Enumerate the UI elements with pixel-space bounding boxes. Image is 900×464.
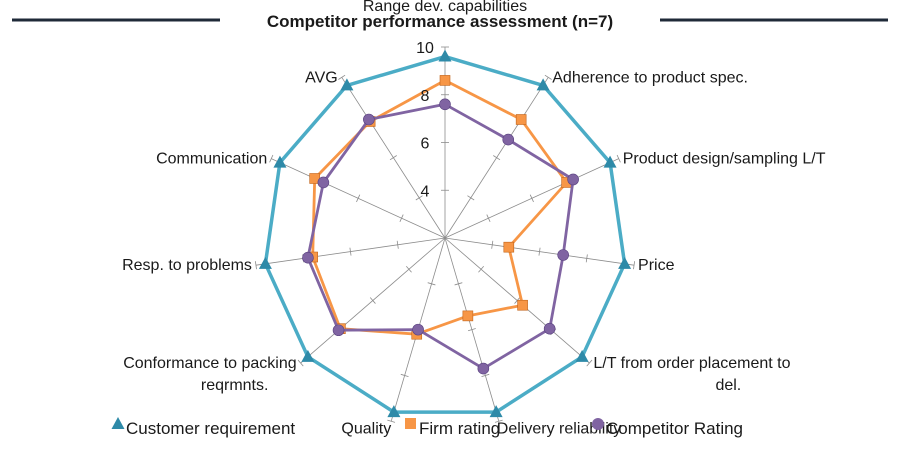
tick-label-10: 10	[416, 40, 434, 57]
spoke-tick	[349, 247, 352, 256]
point-competitor-rating-quality	[412, 323, 424, 336]
point-competitor-rating-resp-to-problems	[302, 251, 314, 264]
legend-item-customer-requirement: Customer requirement	[111, 417, 295, 438]
legend-marker	[405, 418, 416, 429]
spoke-tick	[478, 265, 485, 273]
point-customer-requirement-price	[618, 256, 632, 269]
category-label-quality: Quality	[341, 420, 391, 437]
point-competitor-rating-price	[557, 249, 569, 261]
spoke-tick	[369, 297, 376, 304]
point-competitor-rating-conformance-to-packing-reqrmnts	[332, 324, 345, 337]
tick-label-6: 6	[421, 136, 430, 153]
spoke-tick	[585, 254, 588, 263]
point-customer-requirement-range-dev-capabilities	[438, 49, 452, 62]
point-firm-rating-range-dev-capabilities	[439, 75, 451, 86]
legend-item-competitor-rating: Competitor Rating	[592, 418, 743, 438]
spoke-tick	[338, 74, 346, 80]
spoke-tick	[538, 247, 541, 256]
category-labels: Range dev. capabilities Adherence to prod…	[122, 0, 826, 437]
point-competitor-rating-product-design-sampling-l-t	[567, 173, 579, 186]
point-competitor-rating-adherence-to-product-spec	[502, 133, 515, 146]
category-label-range-dev-capabilities: Range dev. capabilities	[363, 0, 527, 15]
point-customer-requirement-avg	[340, 78, 354, 91]
category-label-resp-to-problems: Resp. to problems	[122, 257, 252, 274]
series-firm-rating	[307, 75, 572, 340]
series-line-customer-requirement	[263, 54, 627, 414]
series-line-competitor-rating	[306, 102, 575, 371]
series-competitor-rating	[302, 98, 579, 375]
spoke-tick	[405, 265, 412, 273]
spoke-tick	[254, 261, 257, 270]
category-label-conformance-to-packing-reqrmnts: Conformance to packing reqrmnts.	[123, 355, 296, 394]
point-customer-requirement-resp-to-problems	[258, 256, 272, 269]
spoke-tick	[427, 282, 436, 286]
spoke-tick	[387, 419, 396, 423]
spoke-tick	[389, 155, 397, 161]
spoke-tick	[486, 214, 491, 222]
point-competitor-rating-avg	[363, 113, 375, 126]
point-competitor-rating-delivery-reliability	[477, 362, 490, 375]
series-line-firm-rating	[311, 79, 568, 336]
series-layer	[258, 49, 632, 418]
spoke-tick	[415, 195, 423, 201]
radial-tick-labels: 4 6 8 10	[416, 40, 434, 200]
category-label-product-design-sampling-l-t: Product design/sampling L/T	[623, 151, 826, 168]
point-customer-requirement-communication	[273, 155, 287, 168]
spoke-tick	[493, 155, 501, 161]
legend-item-firm-rating: Firm rating	[405, 418, 500, 438]
spoke-tick	[356, 194, 361, 203]
point-competitor-rating-l-t-from-order-placement-to-del	[543, 322, 556, 335]
spoke-tick	[467, 328, 476, 332]
spoke-tick	[269, 154, 274, 163]
spoke-tick	[491, 240, 494, 249]
category-label-price: Price	[638, 257, 675, 274]
category-label-avg: AVG	[305, 69, 338, 86]
spoke-tick	[494, 419, 503, 423]
spoke-tick	[586, 359, 593, 367]
spoke-tick	[399, 214, 404, 222]
point-customer-requirement-adherence-to-product-spec	[536, 78, 550, 91]
tick-label-8: 8	[421, 88, 430, 105]
point-customer-requirement-delivery-reliability	[489, 405, 503, 418]
category-label-delivery-reliability: Delivery reliability	[497, 420, 621, 437]
category-label-communication: Communication	[156, 151, 267, 168]
spoke-tick	[454, 282, 463, 286]
category-label-l-t-from-order-placement-to-del: L/T from order placement to del.	[593, 355, 790, 394]
legend-label: Firm rating	[419, 419, 500, 438]
chart-title: Competitor performance assessment (n=7)	[267, 12, 613, 31]
spoke-tick	[514, 297, 521, 304]
spoke-tick	[467, 195, 475, 201]
point-customer-requirement-l-t-from-order-placement-to-del	[575, 349, 589, 362]
point-firm-rating-delivery-reliability	[462, 310, 474, 322]
spoke-tick	[544, 74, 552, 80]
point-firm-rating-price	[503, 241, 515, 253]
tick-label-4: 4	[421, 183, 430, 200]
point-competitor-rating-range-dev-capabilities	[439, 98, 451, 111]
legend-marker	[111, 417, 125, 429]
spoke-tick	[529, 194, 534, 203]
spoke-tick	[400, 373, 409, 377]
point-customer-requirement-quality	[387, 405, 401, 418]
point-customer-requirement-conformance-to-packing-reqrmnts	[301, 349, 315, 362]
legend: Customer requirement Firm rating Competito…	[111, 417, 743, 438]
category-label-adherence-to-product-spec: Adherence to product spec.	[552, 69, 748, 86]
spoke-tick	[616, 154, 621, 163]
legend-label: Competitor Rating	[606, 419, 743, 438]
point-firm-rating-adherence-to-product-spec	[515, 114, 527, 125]
spoke-tick	[297, 359, 304, 367]
legend-marker	[592, 418, 604, 430]
series-customer-requirement	[258, 49, 632, 418]
point-firm-rating-l-t-from-order-placement-to-del	[517, 299, 528, 311]
spoke-tick	[633, 261, 636, 270]
spoke-tick	[396, 240, 399, 249]
spoke-tick	[481, 373, 490, 377]
legend-label: Customer requirement	[126, 419, 295, 438]
point-competitor-rating-communication	[317, 176, 330, 189]
point-customer-requirement-product-design-sampling-l-t	[603, 155, 617, 168]
